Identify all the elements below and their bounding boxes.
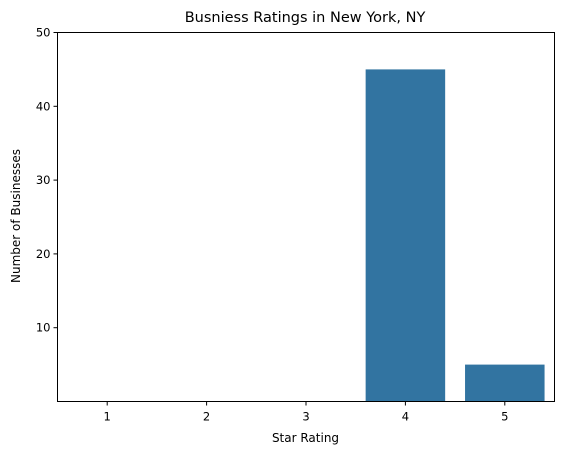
y-axis-ticks: 10 20 30 40 50 [36, 26, 58, 335]
x-tick-label-5: 5 [501, 410, 508, 424]
y-tick-label-20: 20 [36, 247, 51, 261]
chart-title: Busniess Ratings in New York, NY [185, 10, 426, 26]
x-tick-label-4: 4 [402, 410, 409, 424]
y-tick-label-30: 30 [36, 173, 51, 187]
x-axis-ticks: 1 2 3 4 5 [104, 401, 508, 424]
plot-area: 1 2 3 4 5 10 20 30 40 50 [36, 26, 555, 424]
x-tick-label-1: 1 [104, 410, 111, 424]
x-tick-label-3: 3 [302, 410, 309, 424]
y-axis-label: Number of Businesses [9, 149, 23, 283]
bar-4 [365, 69, 446, 402]
y-tick-label-10: 10 [36, 321, 51, 335]
x-tick-label-2: 2 [203, 410, 210, 424]
x-axis-label: Star Rating [272, 431, 339, 445]
y-tick-label-40: 40 [36, 99, 51, 113]
bar-5 [465, 364, 545, 402]
y-tick-label-50: 50 [36, 26, 51, 40]
bars-group [365, 69, 545, 402]
